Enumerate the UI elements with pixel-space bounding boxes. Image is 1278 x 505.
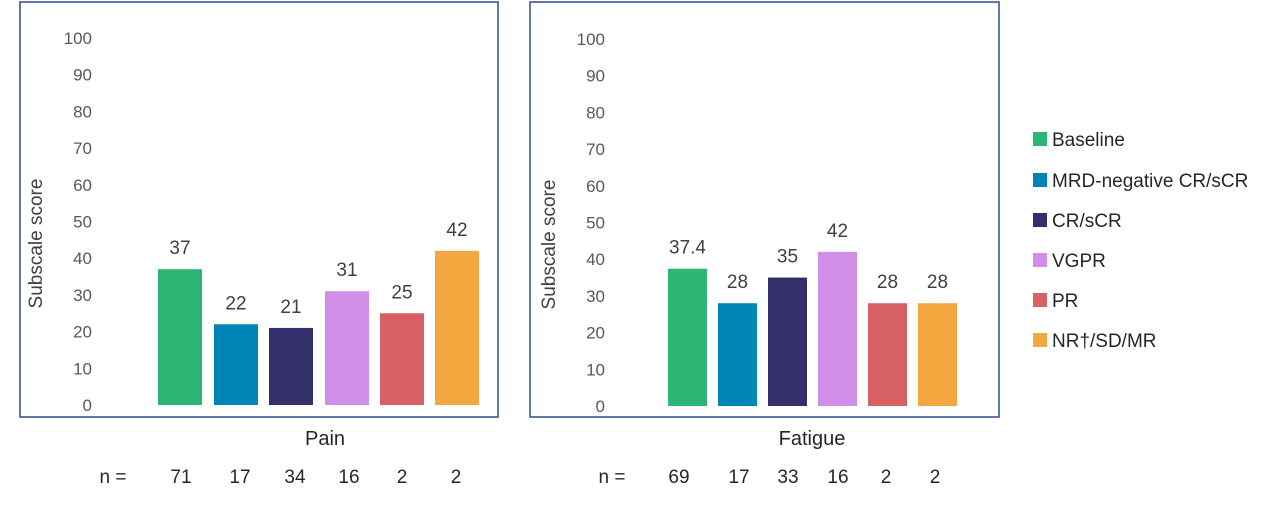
y-tick-label: 30 (586, 287, 605, 306)
data-label: 28 (927, 272, 948, 293)
data-label: 37.4 (669, 238, 706, 259)
y-tick-label: 20 (586, 324, 605, 343)
legend-swatch (1033, 333, 1047, 347)
legend-item: Baseline (1033, 130, 1125, 151)
legend-label: VGPR (1052, 251, 1106, 272)
data-label: 35 (777, 247, 798, 268)
legend-swatch (1033, 213, 1047, 227)
y-tick-label: 20 (73, 323, 92, 342)
n-value: 16 (827, 467, 848, 488)
n-value: 17 (229, 467, 250, 488)
y-axis-label: Subscale score (26, 179, 47, 309)
bar (768, 277, 807, 406)
legend-swatch (1033, 253, 1047, 267)
bar (918, 303, 957, 406)
y-tick-label: 50 (73, 213, 92, 232)
legend-swatch (1033, 132, 1047, 146)
y-tick-label: 10 (586, 360, 605, 379)
y-tick-label: 100 (64, 29, 92, 48)
n-value: 33 (777, 467, 798, 488)
legend-label: Baseline (1052, 130, 1125, 151)
data-label: 42 (827, 221, 848, 242)
y-tick-label: 80 (586, 103, 605, 122)
n-value: 69 (668, 467, 689, 488)
bar (380, 313, 424, 405)
y-tick-label: 90 (73, 66, 92, 85)
data-label: 31 (336, 260, 357, 281)
chart-title: Fatigue (779, 428, 846, 450)
n-value: 16 (338, 467, 359, 488)
y-tick-label: 90 (586, 67, 605, 86)
y-tick-label: 0 (596, 397, 605, 416)
bar (668, 268, 707, 406)
n-value: 2 (397, 467, 408, 488)
legend-item: MRD-negative CR/sCR (1033, 171, 1248, 192)
legend-label: MRD-negative CR/sCR (1052, 171, 1248, 192)
legend-label: NR†/SD/MR (1052, 331, 1157, 352)
chart-title: Pain (305, 428, 345, 450)
bar (818, 251, 857, 406)
y-tick-label: 50 (586, 214, 605, 233)
legend: Baseline MRD-negative CR/sCR CR/sCR VGPR PR… (1033, 130, 1248, 352)
data-label: 28 (727, 272, 748, 293)
legend-item: NR†/SD/MR (1033, 331, 1157, 352)
bar (325, 291, 369, 405)
y-tick-label: 70 (586, 140, 605, 159)
data-label: 42 (446, 220, 467, 241)
n-value: 34 (284, 467, 306, 488)
n-value: 2 (451, 467, 462, 488)
bar (269, 327, 313, 405)
legend-item: PR (1033, 291, 1078, 312)
y-tick-label: 70 (73, 139, 92, 158)
n-value: 2 (881, 467, 892, 488)
y-tick-label: 30 (73, 286, 92, 305)
bar (868, 303, 907, 406)
y-tick-label: 40 (586, 250, 605, 269)
data-label: 21 (280, 297, 301, 318)
panel-frame (19, 1, 499, 418)
y-tick-label: 60 (586, 177, 605, 196)
data-label: 37 (169, 238, 190, 259)
legend-swatch (1033, 173, 1047, 187)
panel-frame (529, 1, 1000, 418)
bar (435, 250, 479, 405)
legend-item: CR/sCR (1033, 211, 1122, 232)
n-value: 2 (930, 467, 941, 488)
bar (718, 303, 757, 406)
fatigue-panel: 0 10 20 30 40 50 60 70 80 90 100 Subscale score 37.4… (529, 1, 1000, 488)
y-tick-label: 60 (73, 176, 92, 195)
y-tick-label: 0 (83, 396, 92, 415)
data-label: 22 (225, 293, 246, 314)
y-tick-label: 80 (73, 102, 92, 121)
n-label: n = (100, 467, 127, 488)
n-value: 17 (728, 467, 749, 488)
n-label: n = (599, 467, 626, 488)
bar (214, 324, 258, 405)
n-value: 71 (170, 467, 191, 488)
y-tick-label: 10 (73, 359, 92, 378)
legend-swatch (1033, 293, 1047, 307)
y-tick-label: 40 (73, 249, 92, 268)
bar (158, 269, 202, 405)
data-label: 28 (877, 272, 898, 293)
legend-label: PR (1052, 291, 1078, 312)
data-label: 25 (391, 282, 412, 303)
y-tick-label: 100 (577, 30, 605, 49)
legend-item: VGPR (1033, 251, 1106, 272)
legend-label: CR/sCR (1052, 211, 1122, 232)
y-axis-label: Subscale score (539, 180, 560, 310)
